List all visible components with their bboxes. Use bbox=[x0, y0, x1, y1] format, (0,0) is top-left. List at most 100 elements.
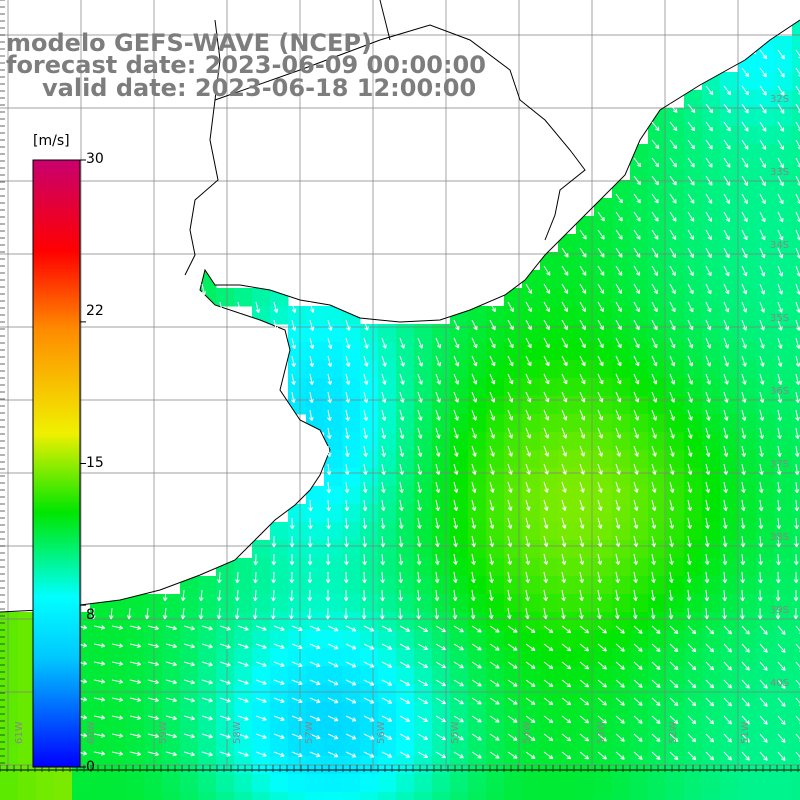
wind-arrow bbox=[705, 445, 711, 457]
wind-arrow bbox=[651, 499, 657, 511]
lon-label: 60W bbox=[86, 721, 97, 744]
wind-arrow bbox=[597, 337, 604, 349]
wind-arrow bbox=[651, 283, 658, 295]
wind-arrow bbox=[273, 319, 279, 332]
wind-arrow bbox=[543, 733, 554, 742]
wind-arrow bbox=[381, 409, 387, 421]
wind-arrow bbox=[759, 139, 767, 150]
wind-arrow bbox=[237, 301, 243, 314]
wind-arrow bbox=[723, 337, 729, 349]
wind-arrow bbox=[597, 319, 604, 331]
wind-arrow bbox=[741, 409, 747, 421]
wind-arrow bbox=[741, 319, 747, 331]
wind-arrow bbox=[723, 427, 729, 439]
wind-arrow bbox=[471, 535, 476, 548]
wind-arrow bbox=[108, 607, 114, 620]
wind-arrow bbox=[307, 607, 312, 620]
wind-arrow bbox=[633, 463, 639, 475]
wind-arrow bbox=[507, 481, 513, 493]
wind-arrow bbox=[399, 463, 404, 476]
wind-arrow bbox=[381, 391, 387, 403]
wind-arrow bbox=[759, 121, 767, 132]
wind-arrow bbox=[651, 301, 658, 313]
wind-arrow bbox=[704, 571, 710, 584]
wind-arrow bbox=[759, 661, 768, 671]
wind-arrow bbox=[271, 589, 276, 602]
wind-arrow bbox=[435, 409, 441, 421]
wind-arrow bbox=[162, 589, 168, 602]
wind-arrow bbox=[723, 733, 732, 743]
wind-arrow bbox=[704, 535, 710, 548]
wind-arrow bbox=[705, 499, 710, 512]
wind-arrow bbox=[543, 751, 554, 760]
wind-arrow bbox=[597, 499, 603, 511]
wind-arrow bbox=[723, 445, 729, 458]
wind-arrow bbox=[255, 625, 267, 631]
wind-arrow bbox=[705, 319, 712, 331]
wind-arrow bbox=[741, 355, 747, 367]
wind-arrow bbox=[777, 49, 785, 60]
wind-arrow bbox=[543, 571, 548, 584]
wind-arrow bbox=[417, 715, 428, 722]
wind-arrow bbox=[216, 589, 222, 602]
wind-arrow bbox=[381, 715, 393, 722]
wind-arrow bbox=[453, 355, 460, 367]
wind-arrow bbox=[633, 337, 640, 349]
wind-arrow bbox=[453, 337, 460, 349]
wind-arrow bbox=[381, 481, 386, 494]
wind-arrow bbox=[758, 499, 764, 512]
wind-arrow bbox=[669, 409, 675, 421]
wind-arrow bbox=[651, 643, 661, 652]
wind-arrow bbox=[219, 625, 231, 631]
wind-arrow bbox=[669, 553, 674, 566]
wind-arrow bbox=[579, 409, 586, 421]
wind-arrow bbox=[615, 661, 625, 670]
wind-arrow bbox=[399, 733, 411, 740]
lon-label: 56W bbox=[376, 721, 387, 744]
wind-arrow bbox=[255, 661, 267, 667]
wind-arrow bbox=[327, 625, 339, 632]
wind-arrow bbox=[237, 625, 249, 631]
wind-arrow bbox=[381, 355, 387, 367]
wind-arrow bbox=[471, 409, 477, 421]
wind-arrow bbox=[579, 463, 585, 475]
wind-arrow bbox=[381, 679, 393, 686]
wind-arrow bbox=[489, 301, 496, 313]
wind-arrow bbox=[327, 751, 339, 758]
wind-arrow bbox=[669, 391, 675, 403]
wind-arrow bbox=[759, 103, 767, 114]
wind-arrow bbox=[705, 247, 712, 259]
wind-arrow bbox=[270, 607, 276, 620]
wind-arrow bbox=[273, 625, 285, 632]
wind-arrow bbox=[687, 247, 694, 259]
wind-arrow bbox=[543, 463, 549, 475]
wind-arrow bbox=[794, 535, 799, 548]
wind-arrow bbox=[453, 535, 458, 548]
wind-arrow bbox=[417, 625, 428, 632]
wind-arrow bbox=[201, 751, 213, 757]
wind-arrow bbox=[93, 715, 106, 720]
wind-arrow bbox=[416, 607, 421, 620]
wind-arrow bbox=[633, 751, 643, 760]
wind-arrow bbox=[741, 661, 750, 671]
wind-arrow bbox=[669, 211, 677, 222]
wind-arrow bbox=[650, 589, 656, 602]
wind-arrow bbox=[615, 679, 625, 688]
wind-arrow bbox=[561, 625, 572, 634]
wind-arrow bbox=[705, 283, 712, 295]
wind-arrow bbox=[291, 355, 296, 368]
wind-arrow bbox=[615, 193, 623, 204]
wind-arrow bbox=[777, 715, 786, 725]
wind-arrow bbox=[561, 265, 569, 276]
wind-arrow bbox=[597, 751, 607, 760]
wind-arrow bbox=[795, 427, 800, 440]
wind-arrow bbox=[579, 715, 590, 724]
wind-arrow bbox=[795, 49, 800, 59]
wind-arrow bbox=[525, 409, 532, 421]
wind-arrow bbox=[741, 715, 750, 725]
wind-arrow bbox=[180, 607, 186, 620]
wind-arrow bbox=[489, 481, 495, 493]
wind-arrow bbox=[453, 319, 460, 331]
wind-arrow bbox=[291, 679, 303, 686]
wind-arrow bbox=[435, 481, 441, 494]
